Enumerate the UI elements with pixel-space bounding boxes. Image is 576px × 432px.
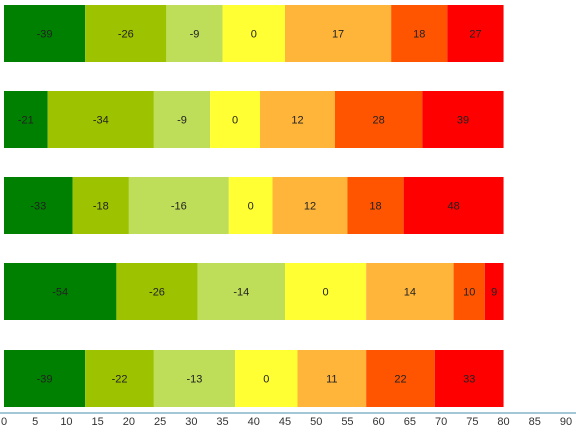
- bar-segment-label: -9: [177, 115, 187, 127]
- bar-segment-label: -34: [93, 115, 109, 127]
- bar-segment: [366, 350, 435, 407]
- bar-segment: [197, 263, 285, 320]
- x-tick-label: 5: [32, 416, 38, 428]
- bar-segment-label: 12: [304, 201, 316, 213]
- bar-segment-label: 10: [463, 287, 475, 299]
- bar-segment-label: 12: [291, 115, 303, 127]
- bar-segment-label: 27: [469, 29, 481, 41]
- bar-segment: [228, 177, 273, 234]
- bar-segment: [272, 177, 348, 234]
- bar-segment-label: 33: [463, 374, 475, 386]
- bar-segment-label: -54: [52, 287, 68, 299]
- bar-segment: [166, 5, 223, 62]
- bar-segment: [285, 5, 392, 62]
- x-tick-label: 50: [310, 416, 322, 428]
- bar-segment-label: 17: [332, 29, 344, 41]
- x-tick-label: 85: [529, 416, 541, 428]
- bar-segment-label: -33: [30, 201, 46, 213]
- bar-segment-label: -18: [93, 201, 109, 213]
- bar-segment-label: 48: [447, 201, 459, 213]
- bar-segment-label: -39: [37, 29, 53, 41]
- bar-segment: [47, 91, 154, 148]
- bar-segment-label: -14: [233, 287, 249, 299]
- bar-segment-label: -39: [37, 374, 53, 386]
- bar-segment: [222, 5, 285, 62]
- bar-segment-label: 18: [413, 29, 425, 41]
- bar-segment: [153, 91, 211, 148]
- bar-segment-label: 28: [373, 115, 385, 127]
- x-tick-label: 90: [560, 416, 572, 428]
- x-tick-label: 30: [185, 416, 197, 428]
- bar-segment-label: 0: [323, 287, 329, 299]
- x-tick-label: 55: [341, 416, 353, 428]
- bar-segment-label: 11: [326, 374, 337, 386]
- x-tick-label: 25: [154, 416, 166, 428]
- bar-segment: [391, 5, 448, 62]
- bar-segment: [85, 350, 154, 407]
- bar-row-5: -39 -22 -13 0 11 22 33: [4, 350, 504, 407]
- bar-segment: [347, 177, 404, 234]
- bar-segment: [334, 91, 423, 148]
- bar-segment: [4, 263, 117, 320]
- bar-segment: [453, 263, 485, 320]
- bar-segment-label: -13: [187, 374, 203, 386]
- bar-segment: [4, 177, 73, 234]
- bar-segment-label: 39: [457, 115, 469, 127]
- bar-segment-label: -22: [112, 374, 128, 386]
- x-tick-label: 75: [466, 416, 478, 428]
- bar-segment: [116, 263, 198, 320]
- bar-segment: [260, 91, 335, 148]
- bar-segment-label: -26: [118, 29, 134, 41]
- bar-segment-label: -26: [149, 287, 165, 299]
- bar-segment: [484, 263, 504, 320]
- bar-rows: -39 -26 -9 0 17 18 27 -21 -34 -9 0 12 28 39 -33 -18 -16 0…: [4, 5, 504, 407]
- bar-segment: [4, 5, 86, 62]
- x-tick-label: 70: [435, 416, 447, 428]
- bar-segment: [210, 91, 261, 148]
- x-tick-label: 10: [60, 416, 72, 428]
- x-tick-label: 0: [1, 416, 7, 428]
- bar-segment: [85, 5, 167, 62]
- bar-segment-label: 9: [491, 287, 497, 299]
- bar-segment: [297, 350, 367, 407]
- bar-segment-label: -9: [190, 29, 200, 41]
- bar-segment-label: 0: [251, 29, 257, 41]
- bar-segment-label: 0: [232, 115, 238, 127]
- bar-row-4: -54 -26 -14 0 14 10 9: [4, 263, 504, 320]
- bar-segment: [403, 177, 504, 234]
- bar-segment-label: 0: [263, 374, 269, 386]
- bar-row-3: -33 -18 -16 0 12 18 48: [4, 177, 504, 234]
- bar-segment-label: 14: [404, 287, 416, 299]
- bar-segment-label: 18: [369, 201, 381, 213]
- bar-segment: [235, 350, 298, 407]
- bar-segment: [153, 350, 236, 407]
- bar-segment-label: 22: [394, 374, 406, 386]
- x-tick-label: 15: [92, 416, 104, 428]
- bar-segment-label: 0: [248, 201, 254, 213]
- bar-segment: [366, 263, 454, 320]
- bar-segment: [434, 350, 504, 407]
- bar-segment: [4, 350, 86, 407]
- bar-segment: [72, 177, 129, 234]
- x-tick-label: 65: [404, 416, 416, 428]
- x-tick-label: 45: [279, 416, 291, 428]
- x-tick-label: 60: [373, 416, 385, 428]
- x-tick-label: 40: [248, 416, 260, 428]
- bar-segment-label: -21: [18, 115, 34, 127]
- bar-segment-label: -16: [171, 201, 187, 213]
- bar-segment: [128, 177, 229, 234]
- x-tick-label: 35: [216, 416, 228, 428]
- bar-row-1: -39 -26 -9 0 17 18 27: [4, 5, 504, 62]
- bar-row-2: -21 -34 -9 0 12 28 39: [4, 91, 504, 148]
- x-tick-label: 20: [123, 416, 135, 428]
- bar-segment: [447, 5, 504, 62]
- bar-segment: [422, 91, 504, 148]
- bar-segment: [4, 91, 48, 148]
- bar-segment: [285, 263, 367, 320]
- x-tick-label: 80: [497, 416, 509, 428]
- x-axis-ticks: 0 5 10 15 20 25 30 35 40 45 50 55 60 65 70 75 80 85 90: [1, 416, 572, 428]
